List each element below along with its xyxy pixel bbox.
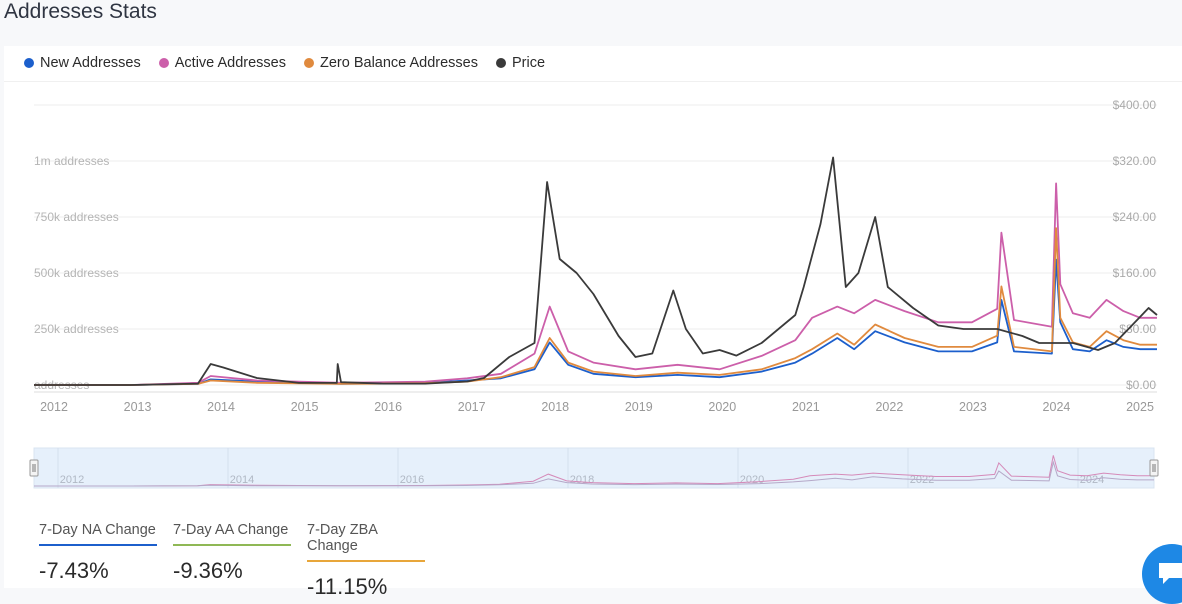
y-right-tick-label: $320.00 [1113, 154, 1157, 168]
legend-item-new-addresses[interactable]: New Addresses [24, 55, 141, 71]
x-tick-label: 2017 [458, 400, 486, 414]
x-tick-label: 2023 [959, 400, 987, 414]
chart-card: New Addresses Active Addresses Zero Bala… [4, 46, 1182, 599]
navigator-tick-label: 2016 [400, 474, 424, 486]
tab-aa-change[interactable]: 7-Day AA Change -9.36% [173, 522, 291, 600]
y-left-tick-label: 1m addresses [34, 154, 109, 168]
navigator-tick-label: 2014 [230, 474, 254, 486]
series-line-active-addresses[interactable] [34, 182, 1157, 386]
x-tick-label: 2016 [374, 400, 402, 414]
legend-item-price[interactable]: Price [495, 55, 546, 71]
navigator-tick-label: 2020 [740, 474, 764, 486]
y-right-tick-label: $80.00 [1119, 322, 1156, 336]
legend-item-active-addresses[interactable]: Active Addresses [158, 55, 286, 71]
change-tabs: 7-Day NA Change -7.43% 7-Day AA Change -… [39, 522, 425, 600]
y-right-tick-label: $240.00 [1113, 210, 1157, 224]
tab-label: 7-Day NA Change [39, 522, 157, 546]
x-tick-label: 2025 [1126, 400, 1154, 414]
legend-label: Zero Balance Addresses [319, 55, 478, 71]
drag-handle-icon[interactable] [29, 459, 39, 477]
legend-label: Price [511, 55, 546, 71]
x-tick-label: 2012 [40, 400, 68, 414]
legend-dot-icon [24, 58, 34, 68]
y-left-tick-label: 500k addresses [34, 266, 119, 280]
drag-handle-icon[interactable] [1149, 459, 1159, 477]
tab-value: -9.36% [173, 558, 243, 583]
x-tick-label: 2021 [792, 400, 820, 414]
legend-divider [4, 81, 1182, 82]
y-right-tick-label: $0.00 [1126, 378, 1156, 392]
tab-value: -11.15% [307, 574, 388, 599]
legend-dot-icon [495, 58, 506, 68]
tab-na-change[interactable]: 7-Day NA Change -7.43% [39, 522, 157, 600]
legend-label: New Addresses [40, 55, 141, 71]
addresses-chart[interactable]: $0.00$80.00$160.00$240.00$320.00$400.00a… [4, 46, 1182, 506]
page-title: Addresses Stats [4, 0, 157, 23]
navigator-series-line [34, 460, 1154, 487]
y-left-tick-label: 750k addresses [34, 210, 119, 224]
x-tick-label: 2013 [124, 400, 152, 414]
y-right-tick-label: $400.00 [1113, 98, 1157, 112]
legend-item-zero-balance-addresses[interactable]: Zero Balance Addresses [303, 55, 478, 71]
y-right-tick-label: $160.00 [1113, 266, 1157, 280]
series-line-new-addresses[interactable] [34, 258, 1157, 386]
x-tick-label: 2024 [1043, 400, 1071, 414]
tab-value: -7.43% [39, 558, 109, 583]
x-tick-label: 2019 [625, 400, 653, 414]
series-line-zero-balance-addresses[interactable] [34, 227, 1157, 386]
navigator-tick-label: 2012 [60, 474, 84, 486]
tab-zba-change[interactable]: 7-Day ZBA Change -11.15% [307, 522, 425, 600]
x-tick-label: 2015 [291, 400, 319, 414]
x-tick-label: 2020 [708, 400, 736, 414]
chat-icon [1159, 563, 1182, 584]
tab-label: 7-Day ZBA Change [307, 522, 425, 562]
legend-label: Active Addresses [174, 55, 286, 71]
x-tick-label: 2022 [875, 400, 903, 414]
x-tick-label: 2018 [541, 400, 569, 414]
chart-legend: New Addresses Active Addresses Zero Bala… [24, 55, 545, 71]
x-tick-label: 2014 [207, 400, 235, 414]
legend-dot-icon [158, 58, 169, 68]
y-left-tick-label: 250k addresses [34, 322, 119, 336]
tab-label: 7-Day AA Change [173, 522, 291, 546]
legend-dot-icon [303, 58, 314, 68]
series-line-price[interactable] [34, 156, 1158, 386]
navigator-tick-label: 2024 [1080, 474, 1104, 486]
